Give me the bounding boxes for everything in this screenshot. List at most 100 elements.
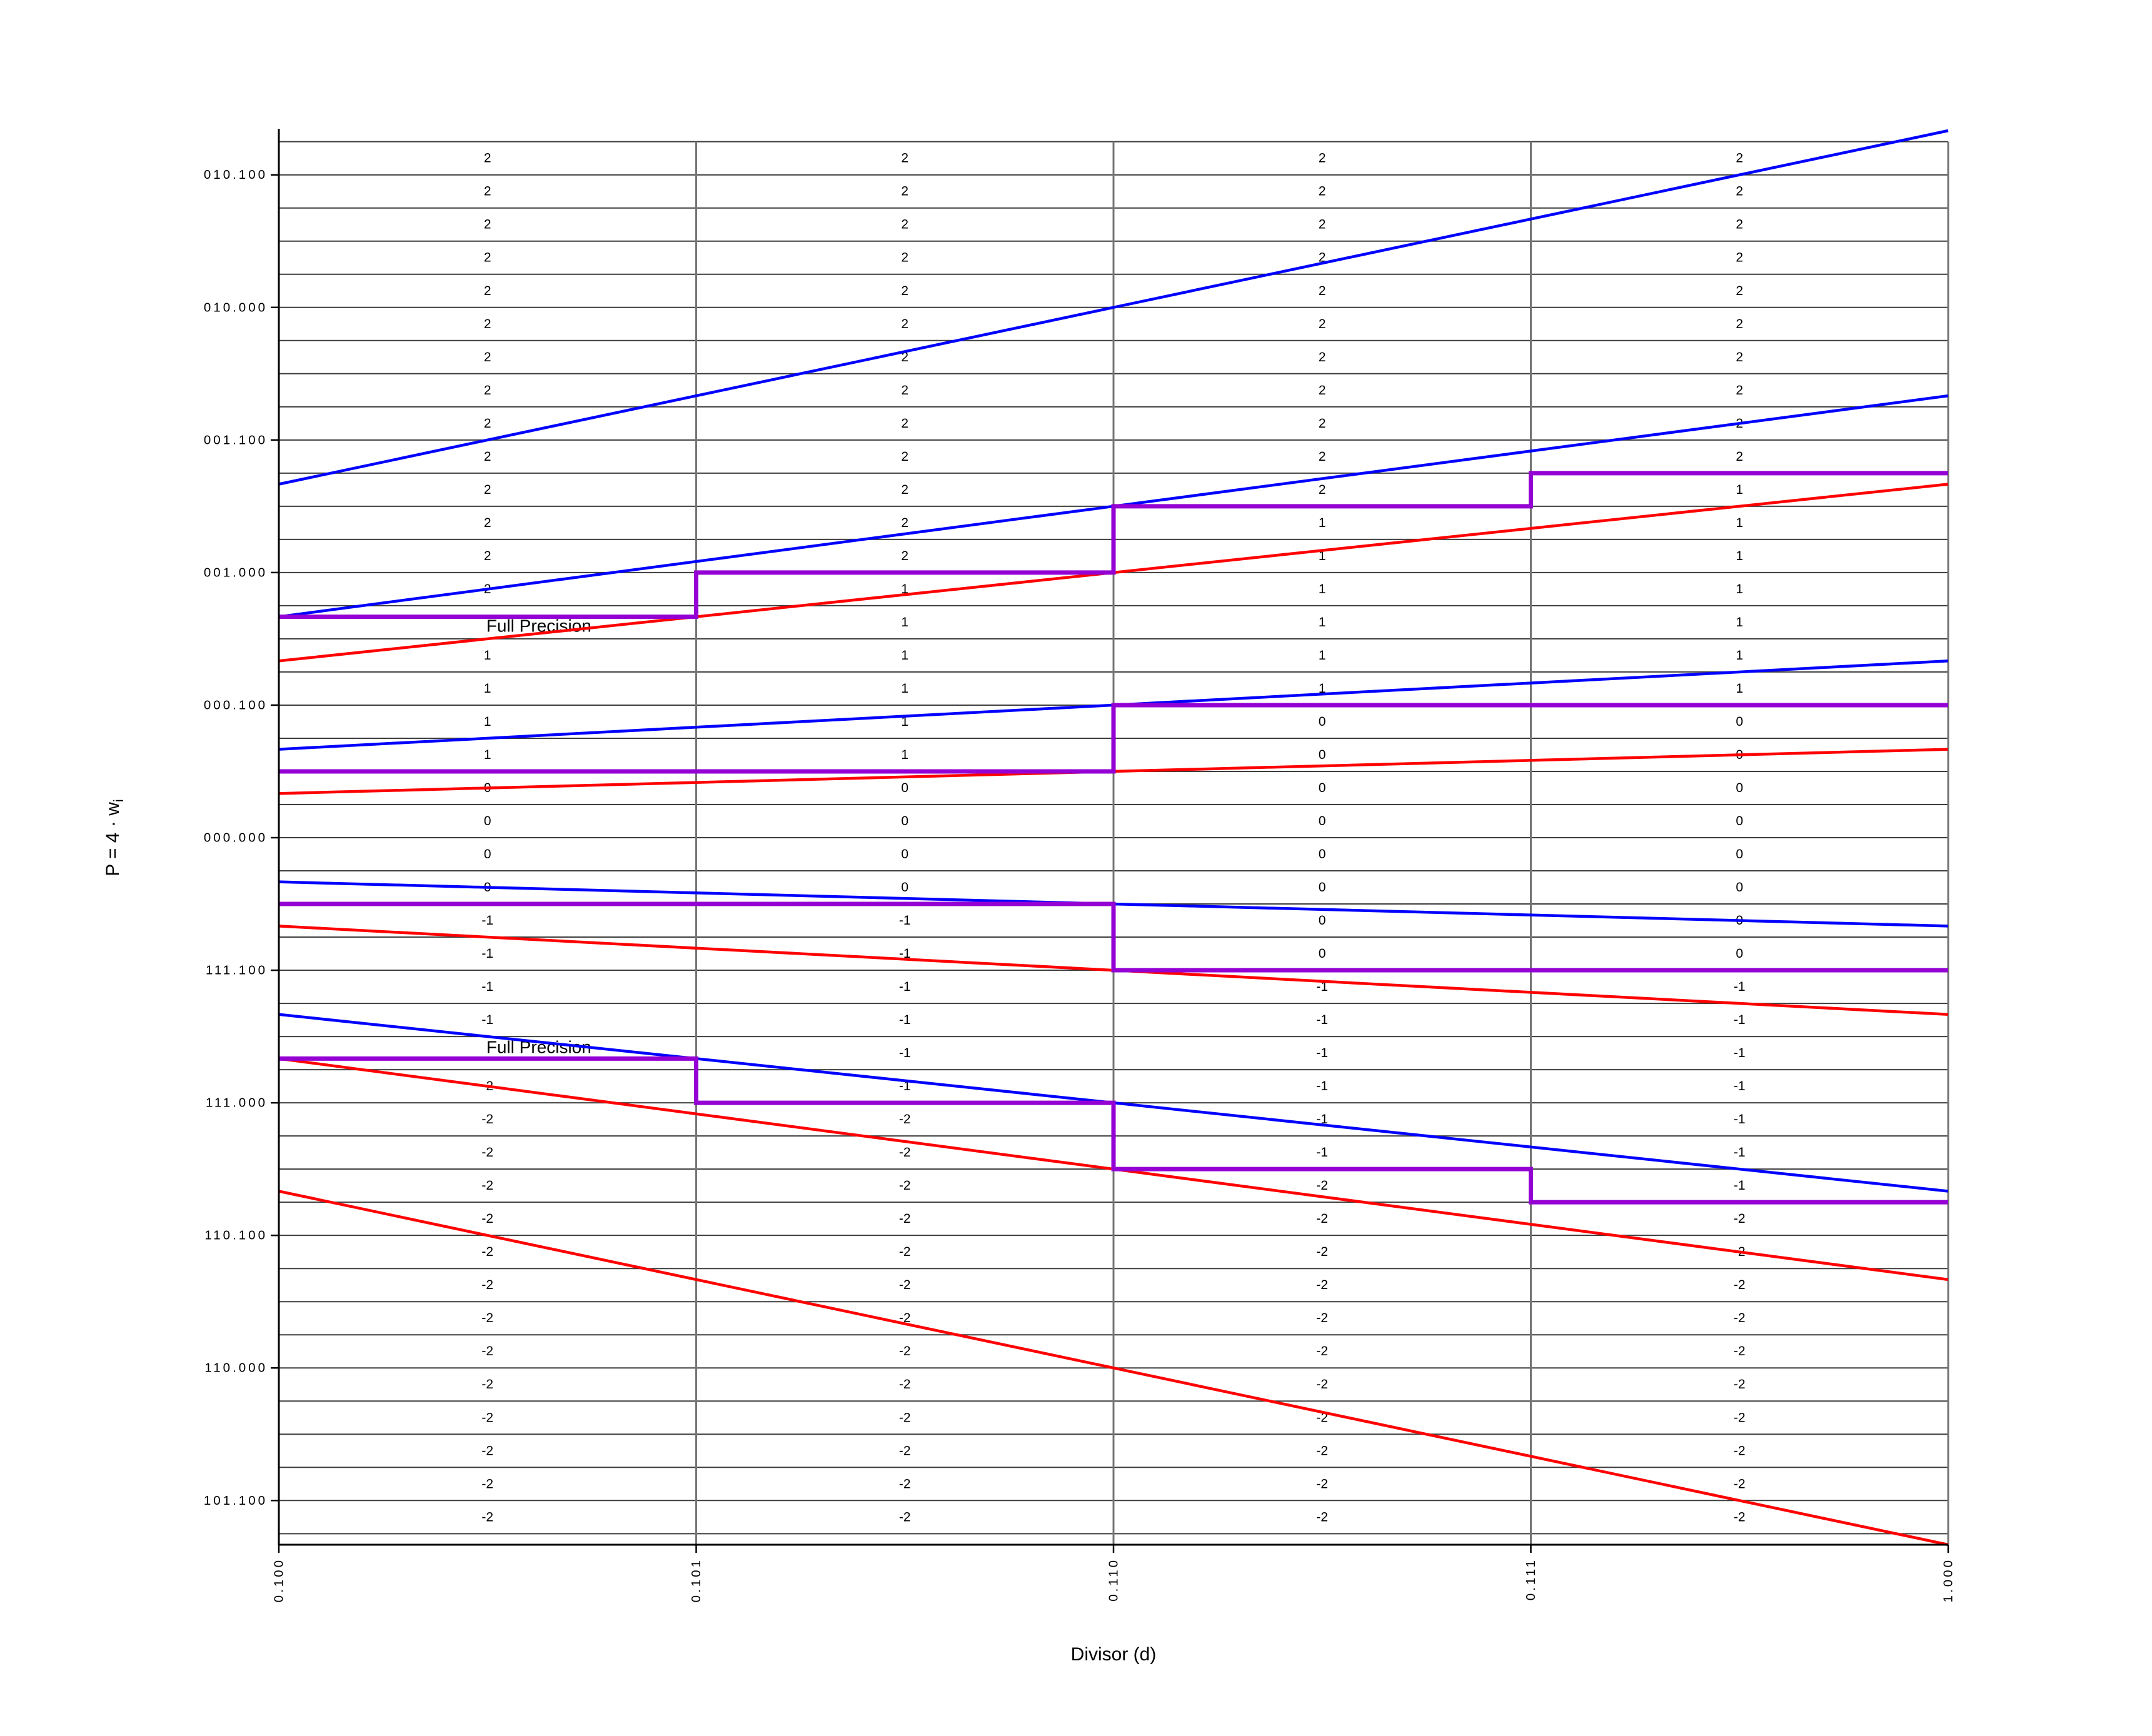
digit-cell-label: 2 <box>1319 383 1326 398</box>
digit-cell-label: 0 <box>901 814 908 828</box>
digit-cell-label: -2 <box>481 1443 493 1458</box>
digit-cell-label: 0 <box>484 814 491 828</box>
digit-cell-label: -1 <box>899 1013 911 1027</box>
digit-cell-label: 2 <box>901 151 908 166</box>
digit-cell-label: -1 <box>1316 1079 1328 1093</box>
digit-cell-label: 2 <box>484 184 491 199</box>
y-tick-label: 001.000 <box>204 565 268 580</box>
y-tick-label: 110.100 <box>204 1228 268 1243</box>
digit-cell-label: 2 <box>1319 184 1326 199</box>
digit-cell-label: -2 <box>1316 1377 1328 1392</box>
digit-cell-label: -2 <box>899 1212 911 1226</box>
digit-cell-label: 2 <box>484 251 491 265</box>
digit-cell-label: -2 <box>899 1443 911 1458</box>
digit-cell-label: -2 <box>1734 1377 1746 1392</box>
digit-cell-label: 2 <box>484 516 491 530</box>
digit-cell-label: -2 <box>481 1311 493 1325</box>
selection-staircase <box>279 703 1948 774</box>
digit-cell-label: -2 <box>899 1178 911 1193</box>
digit-cell-label: 2 <box>1736 350 1743 364</box>
digit-cell-label: -2 <box>481 1410 493 1425</box>
digit-cell-label: -1 <box>1734 1112 1746 1126</box>
digit-cells-layer: 2 2 2 2 2 2 2 2 2 2 2 2 2 2 1 1 1 1 0 0 0 0 -1 -1 -1 -1 -2 -2 -2 -2 -2… <box>481 151 1745 1525</box>
digit-cell-label: 2 <box>901 317 908 331</box>
digit-cell-label: -1 <box>481 1013 493 1027</box>
staircase-layer <box>279 471 1948 1205</box>
digit-cell-label: -2 <box>899 1112 911 1126</box>
digit-cell-label: 2 <box>901 483 908 497</box>
digit-cell-label: 0 <box>901 847 908 861</box>
digit-cell-label: 2 <box>901 516 908 530</box>
digit-cell-label: 1 <box>901 582 908 596</box>
digit-cell-label: -2 <box>1734 1443 1746 1458</box>
digit-cell-label: 2 <box>1736 151 1743 166</box>
digit-cell-label: 0 <box>1319 913 1326 928</box>
y-axis-title-subscript: i <box>111 799 126 802</box>
digit-cell-label: -2 <box>481 1145 493 1160</box>
digit-cell-label: 2 <box>1319 449 1326 464</box>
digit-cell-label: 1 <box>901 748 908 762</box>
digit-cell-label: -2 <box>1734 1410 1746 1425</box>
digit-cell-label: 1 <box>484 681 491 696</box>
digit-cell-label: 2 <box>1319 284 1326 298</box>
digit-cell-label: -2 <box>1734 1311 1746 1325</box>
digit-cell-label: 1 <box>1736 549 1743 563</box>
digit-cell-label: 1 <box>901 681 908 696</box>
digit-cell-label: 1 <box>1319 582 1326 596</box>
digit-cell-label: 2 <box>484 383 491 398</box>
digit-cell-label: 2 <box>901 218 908 232</box>
x-axis-title: Divisor (d) <box>1071 1644 1157 1665</box>
y-tick-label: 111.100 <box>206 963 268 978</box>
digit-cell-label: 2 <box>901 184 908 199</box>
y-tick-label: 000.000 <box>204 831 268 845</box>
digit-cell-label: -2 <box>899 1145 911 1160</box>
digit-cell-label: 0 <box>1736 715 1743 729</box>
digit-cell-label: -2 <box>899 1510 911 1524</box>
digit-cell-label: 2 <box>1736 251 1743 265</box>
digit-cell-label: 0 <box>1736 880 1743 895</box>
digit-cell-label: 2 <box>1319 151 1326 166</box>
digit-cell-label: -2 <box>1316 1443 1328 1458</box>
digit-cell-label: -1 <box>1734 1145 1746 1160</box>
digit-cell-label: -2 <box>899 1477 911 1491</box>
x-tick-label: 0.100 <box>272 1558 286 1602</box>
digit-cell-label: -2 <box>481 1344 493 1358</box>
x-tick-label: 0.101 <box>689 1558 703 1602</box>
digit-cell-label: 1 <box>1319 615 1326 630</box>
digit-cell-label: -2 <box>1316 1178 1328 1193</box>
digit-cell-label: 2 <box>1736 184 1743 199</box>
digit-cell-label: 2 <box>484 416 491 431</box>
digit-cell-label: -2 <box>1316 1311 1328 1325</box>
digit-cell-label: 2 <box>901 416 908 431</box>
digit-cell-label: -2 <box>1316 1344 1328 1358</box>
digit-cell-label: -2 <box>481 1510 493 1524</box>
y-tick-label: 010.100 <box>204 168 268 182</box>
selection-staircase <box>279 1056 1948 1205</box>
y-tick-label: 010.000 <box>204 300 268 314</box>
digit-cell-label: 2 <box>901 284 908 298</box>
y-tick-label: 110.000 <box>204 1361 268 1375</box>
digit-cell-label: -1 <box>1734 1046 1746 1060</box>
digit-cell-label: -2 <box>899 1377 911 1392</box>
digit-cell-label: -2 <box>1734 1278 1746 1292</box>
digit-cell-label: 2 <box>1736 449 1743 464</box>
digit-cell-label: 0 <box>1319 715 1326 729</box>
digit-cell-label: 1 <box>1319 648 1326 663</box>
x-tick-label: 1.000 <box>1941 1558 1956 1602</box>
digit-cell-label: 0 <box>901 880 908 895</box>
digit-cell-label: 2 <box>1319 218 1326 232</box>
digit-cell-label: 2 <box>484 549 491 563</box>
digit-cell-label: -2 <box>899 1245 911 1259</box>
y-tick-label: 000.100 <box>204 698 268 712</box>
digit-cell-label: 0 <box>1319 748 1326 762</box>
digit-cell-label: -1 <box>1734 980 1746 994</box>
digit-cell-label: 2 <box>484 483 491 497</box>
digit-cell-label: -2 <box>1734 1212 1746 1226</box>
axes-layer: 010.100010.000001.100001.000000.100000.0… <box>204 129 1956 1602</box>
digit-cell-label: 2 <box>901 383 908 398</box>
digit-cell-label: 1 <box>901 648 908 663</box>
digit-cell-label: 1 <box>484 648 491 663</box>
digit-cell-label: -2 <box>1734 1477 1746 1491</box>
digit-cell-label: 2 <box>1319 350 1326 364</box>
